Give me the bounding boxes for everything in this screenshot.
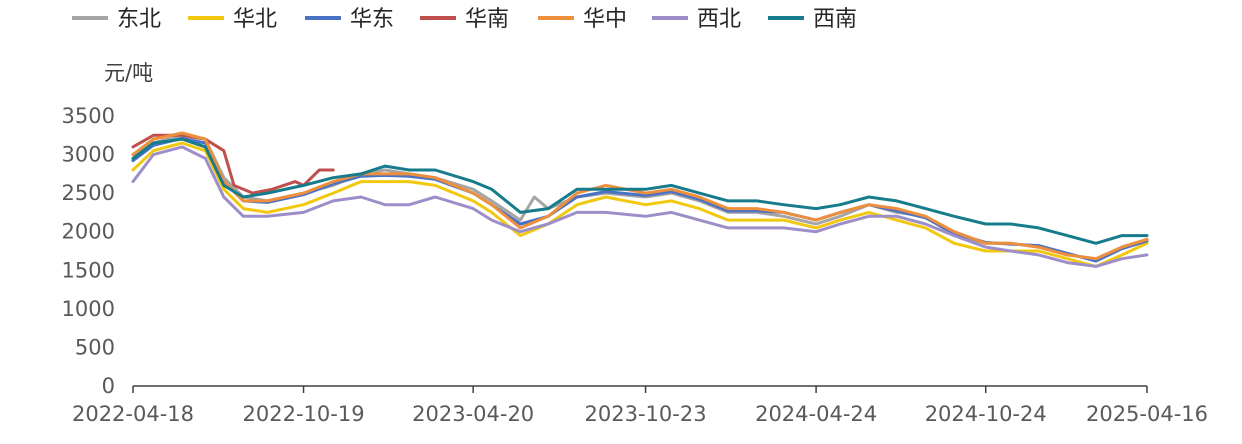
x-tick-label: 2022-04-18 — [72, 402, 194, 426]
legend-label: 东北 — [117, 7, 161, 32]
y-axis-unit-label: 元/吨 — [104, 61, 153, 85]
legend-label: 西南 — [813, 7, 857, 32]
series-line — [131, 137, 1149, 245]
y-axis-ticks: 3500 3000 2500 2000 1500 1000 500 0 — [62, 104, 115, 398]
legend-item: 西北 — [652, 7, 741, 32]
x-tick-label: 2025-04-16 — [1086, 402, 1208, 426]
y-tick-label: 2000 — [62, 220, 115, 244]
y-tick-label: 3000 — [62, 143, 115, 167]
legend-item: 西南 — [768, 7, 857, 32]
legend-item: 华南 — [420, 7, 509, 32]
legend-label: 华东 — [350, 7, 394, 32]
legend-label: 华北 — [233, 7, 277, 32]
y-tick-label: 1500 — [62, 258, 115, 282]
legend-label: 西北 — [697, 7, 741, 32]
y-tick-label: 2500 — [62, 181, 115, 205]
x-tick-label: 2022-10-19 — [243, 402, 365, 426]
legend-label: 华南 — [465, 7, 509, 32]
legend: 东北 华北 华东 华南 华中 西北 西南 — [72, 7, 857, 32]
series-line — [131, 141, 1149, 268]
x-tick-label: 2024-10-24 — [925, 402, 1047, 426]
x-tick-label: 2024-04-24 — [755, 402, 877, 426]
x-tick-label: 2023-10-23 — [585, 402, 707, 426]
legend-item: 华东 — [305, 7, 394, 32]
plot-area — [131, 131, 1149, 268]
y-tick-label: 0 — [102, 374, 115, 398]
legend-item: 华中 — [538, 7, 627, 32]
y-tick-label: 500 — [75, 335, 115, 359]
y-tick-label: 1000 — [62, 297, 115, 321]
x-axis: 2022-04-18 2022-10-19 2023-04-20 2023-10-23… — [72, 385, 1208, 426]
series-line — [131, 145, 1149, 268]
legend-item: 东北 — [72, 7, 161, 32]
legend-item: 华北 — [188, 7, 277, 32]
x-tick-label: 2023-04-20 — [412, 402, 534, 426]
y-tick-label: 3500 — [62, 104, 115, 128]
legend-label: 华中 — [583, 7, 627, 32]
